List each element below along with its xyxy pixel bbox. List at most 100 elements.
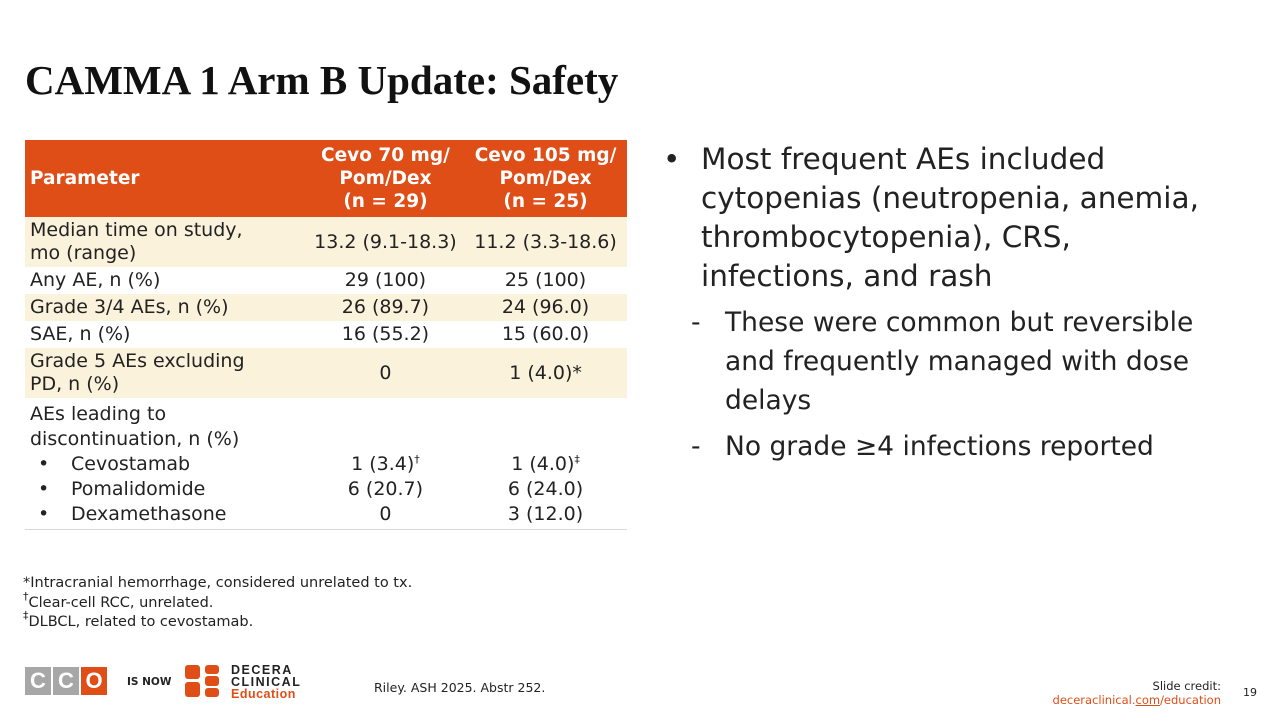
- param-line: Median time on study,: [30, 219, 243, 241]
- row-value-70: 0: [306, 348, 465, 398]
- bullet-main: • Most frequent AEs included cytopenias …: [663, 140, 1263, 296]
- param-line: AEs leading to: [30, 403, 167, 425]
- bullet-line: These were common but reversible: [725, 307, 1194, 338]
- value-line: 1 (4.0)‡: [468, 452, 623, 477]
- table-row: Any AE, n (%) 29 (100) 25 (100): [25, 267, 627, 294]
- param-line: Grade 5 AEs excluding: [30, 350, 245, 372]
- footnote-text: *Intracranial hemorrhage, considered unr…: [23, 575, 413, 591]
- row-parameter: Any AE, n (%): [30, 269, 161, 291]
- row-parameter: Grade 3/4 AEs, n (%): [25, 294, 307, 321]
- row-value-105: 11.2 (3.3-18.6): [464, 217, 627, 267]
- header-line: (n = 29): [343, 191, 428, 212]
- bullet-line: No grade ≥4 infections reported: [725, 431, 1154, 462]
- row-parameter: Median time on study, mo (range): [25, 217, 307, 267]
- value-line: 6 (24.0): [507, 478, 584, 500]
- row-value-70: 1 (3.4)† 6 (20.7) 0: [306, 398, 465, 530]
- row-value-105: 15 (60.0): [501, 323, 590, 345]
- header-line: Cevo 105 mg/: [474, 145, 617, 166]
- table-row: Grade 3/4 AEs, n (%) 26 (89.7) 24 (96.0): [25, 294, 627, 321]
- row-value-70: 26 (89.7): [306, 294, 465, 321]
- credit-url-part: com: [1135, 693, 1161, 707]
- slide-title: CAMMA 1 Arm B Update: Safety: [25, 57, 619, 103]
- bullet-line: infections, and rash: [701, 259, 993, 293]
- wordmark-line: DECERA: [231, 663, 293, 677]
- table-row: SAE, n (%) 16 (55.2) 15 (60.0): [25, 321, 627, 348]
- row-parameter: SAE, n (%): [30, 323, 131, 345]
- footnote: *Intracranial hemorrhage, considered unr…: [23, 574, 412, 594]
- value-line: 1 (3.4)†: [311, 452, 460, 477]
- footnote: †Clear-cell RCC, unrelated.: [23, 591, 412, 614]
- header-line: Cevo 70 mg/: [321, 145, 450, 166]
- row-parameter: AEs leading to discontinuation, n (%) • C…: [25, 398, 307, 530]
- dash-icon: -: [691, 307, 701, 338]
- bullet-line: cytopenias (neutropenia, anemia,: [701, 181, 1199, 215]
- credit-url-part: /education: [1160, 693, 1221, 707]
- row-value-70: 29 (100): [344, 269, 427, 291]
- bullet-line: delays: [725, 385, 812, 416]
- table-row: Grade 5 AEs excluding PD, n (%) 0 1 (4.0…: [25, 348, 627, 398]
- is-now-label: IS NOW: [127, 676, 172, 688]
- wordmark-line: CLINICAL: [231, 675, 302, 689]
- header-parameter: Parameter: [25, 140, 307, 217]
- footnote: ‡DLBCL, related to cevostamab.: [23, 610, 412, 633]
- value-text: 1 (4.0): [511, 453, 575, 475]
- footnote-mark: ‡: [574, 453, 580, 466]
- sub-bullet: - No grade ≥4 infections reported: [663, 427, 1263, 466]
- header-line: (n = 25): [503, 191, 588, 212]
- footnote-mark: †: [23, 589, 29, 603]
- header-cevo-70: Cevo 70 mg/ Pom/Dex (n = 29): [306, 140, 465, 217]
- bullet-line: and frequently managed with dose: [725, 346, 1190, 377]
- page-number: 19: [1243, 686, 1257, 699]
- cco-logo-letter: C: [53, 667, 79, 695]
- sub-item-pomalidomide: • Pomalidomide: [30, 477, 303, 502]
- slide-credit: Slide credit: deceraclinical.com/educati…: [1053, 679, 1221, 707]
- bullet-line: thrombocytopenia), CRS,: [701, 220, 1071, 254]
- footnote-text: Clear-cell RCC, unrelated.: [28, 594, 214, 611]
- bullet-icon: •: [38, 478, 50, 500]
- row-value-105: 24 (96.0): [464, 294, 627, 321]
- value-line: 3 (12.0): [507, 503, 584, 525]
- param-line: discontinuation, n (%): [30, 428, 240, 450]
- safety-table: Parameter Cevo 70 mg/ Pom/Dex (n = 29) C…: [25, 140, 627, 530]
- param-line: PD, n (%): [30, 373, 120, 395]
- header-line: Pom/Dex: [499, 168, 592, 189]
- row-value-105: 1 (4.0)‡ 6 (24.0) 3 (12.0): [464, 398, 627, 530]
- wordmark-line: Education: [231, 687, 296, 701]
- footnote-text: DLBCL, related to cevostamab.: [28, 614, 254, 630]
- footnote-mark: ‡: [23, 609, 29, 622]
- sub-item-label: Pomalidomide: [71, 478, 206, 500]
- sub-bullet: - These were common but reversible and f…: [663, 303, 1263, 420]
- bullet-icon: •: [38, 503, 50, 525]
- credit-url-part: deceraclinical.: [1052, 693, 1136, 707]
- bullet-icon: •: [38, 453, 50, 475]
- footnote-mark: †: [414, 453, 420, 466]
- sub-item-cevostamab: • Cevostamab: [30, 452, 303, 477]
- table-header-row: Parameter Cevo 70 mg/ Pom/Dex (n = 29) C…: [25, 140, 627, 217]
- footnotes: *Intracranial hemorrhage, considered unr…: [23, 574, 412, 633]
- value-text: 1 (3.4): [351, 453, 415, 475]
- bullet-list: • Most frequent AEs included cytopenias …: [663, 140, 1263, 466]
- decera-wordmark: DECERA CLINICAL Education: [231, 663, 302, 701]
- value-line: 6 (20.7): [347, 478, 424, 500]
- citation: Riley. ASH 2025. Abstr 252.: [374, 680, 546, 695]
- row-parameter: Grade 5 AEs excluding PD, n (%): [25, 348, 307, 398]
- row-value-105: 25 (100): [504, 269, 587, 291]
- dash-icon: -: [691, 431, 701, 462]
- param-line: mo (range): [30, 242, 137, 264]
- credit-label: Slide credit:: [1152, 679, 1221, 693]
- bullet-icon: •: [663, 142, 681, 176]
- row-value-70: 16 (55.2): [341, 323, 430, 345]
- sub-item-dexamethasone: • Dexamethasone: [30, 502, 303, 527]
- row-value-70: 13.2 (9.1-18.3): [306, 217, 465, 267]
- bullet-line: Most frequent AEs included: [701, 142, 1106, 176]
- credit-link[interactable]: deceraclinical.com/education: [1053, 693, 1221, 707]
- decera-logo-icon: [185, 665, 219, 697]
- sub-item-label: Cevostamab: [71, 453, 191, 475]
- value-line: 0: [379, 503, 392, 525]
- table-row-discontinuation: AEs leading to discontinuation, n (%) • C…: [25, 398, 627, 530]
- header-cevo-105: Cevo 105 mg/ Pom/Dex (n = 25): [464, 140, 627, 217]
- cco-logo-letter: C: [25, 667, 51, 695]
- table-row: Median time on study, mo (range) 13.2 (9…: [25, 217, 627, 267]
- row-value-105: 1 (4.0)*: [464, 348, 627, 398]
- cco-logo-letter: O: [81, 667, 107, 695]
